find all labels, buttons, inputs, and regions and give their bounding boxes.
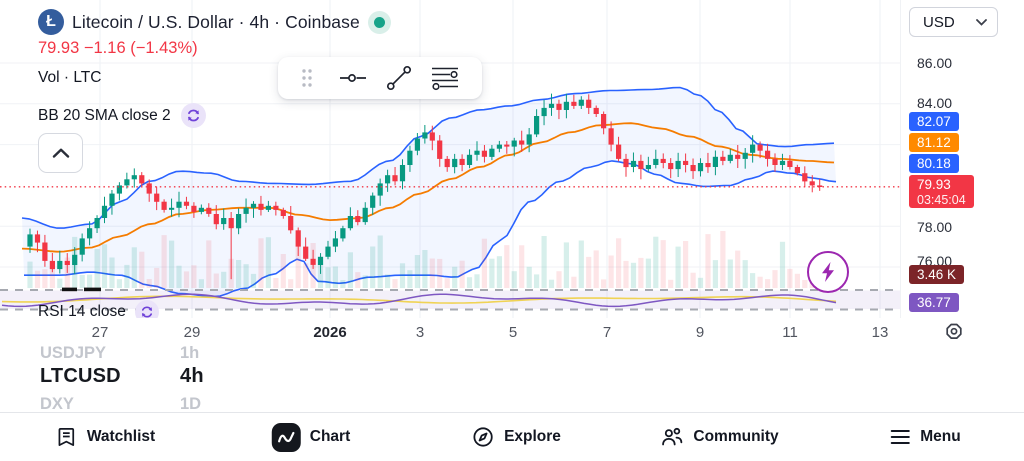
nav-menu-label: Menu [920, 428, 961, 445]
time-axis-label: 9 [695, 324, 705, 341]
horizontal-line-tool-icon[interactable] [334, 61, 372, 95]
price-badge: 82.07 [909, 112, 959, 131]
nav-community[interactable]: Community [659, 413, 779, 461]
drag-handle-icon[interactable] [288, 61, 326, 95]
price-axis[interactable]: USD 86.00 84.00 78.00 76.00 82.07 81.12 80.18… [900, 0, 1024, 348]
last-price-badge: 79.93 03:45:04 [909, 175, 974, 208]
time-axis-label: 13 [871, 324, 889, 341]
chart-active-icon [271, 422, 301, 452]
nav-chart[interactable]: Chart [271, 413, 351, 461]
chart-toolbar: USDJPY 1h LTCUSD 4h DXY 1D [0, 344, 1024, 414]
time-axis-label: 29 [183, 324, 201, 341]
nav-chart-label: Chart [309, 428, 351, 445]
axis-settings-gear-icon[interactable] [942, 321, 966, 350]
price-badge: 3.46 K [909, 265, 965, 284]
chevron-down-icon [976, 18, 987, 26]
symbol-picker-row-active[interactable]: LTCUSD 4h [40, 365, 204, 388]
time-axis-label: 11 [782, 324, 798, 341]
time-axis-label: 5 [508, 324, 518, 341]
price-badge: 36.77 [909, 293, 959, 312]
rsi-indicator-label[interactable]: RSI 14 close [38, 303, 126, 318]
nav-menu[interactable]: Menu [889, 413, 961, 461]
price-badge: 81.12 [909, 133, 959, 152]
drawing-toolbar[interactable] [278, 57, 482, 99]
instant-trading-button[interactable] [807, 251, 849, 293]
nav-watchlist[interactable]: Watchlist [55, 413, 155, 461]
lightning-icon [822, 262, 834, 282]
symbol-picker-row-prev[interactable]: USDJPY 1h [40, 344, 199, 363]
litecoin-logo: Ł [38, 9, 64, 35]
picker-symbol: USDJPY [40, 344, 107, 362]
price-badge: 80.18 [909, 154, 959, 173]
price-axis-label: 84.00 [917, 95, 953, 111]
bb-indicator-label[interactable]: BB 20 SMA close 2 [38, 106, 171, 124]
price-change: 79.93 −1.16 (−1.43%) [38, 39, 198, 57]
time-axis[interactable]: 27 29 2026 3 5 7 9 11 13 [0, 318, 1024, 348]
market-open-icon [367, 10, 391, 34]
menu-icon [890, 429, 910, 445]
candlestick-chart[interactable] [0, 0, 900, 318]
currency-selector[interactable]: USD [909, 7, 998, 37]
explore-icon [473, 427, 493, 447]
collapse-header-button[interactable] [38, 133, 83, 173]
price-axis-label: 86.00 [917, 55, 953, 71]
picker-interval: 1h [180, 344, 200, 362]
nav-watchlist-label: Watchlist [86, 428, 156, 445]
nav-community-label: Community [693, 428, 779, 445]
nav-explore[interactable]: Explore [471, 413, 561, 461]
watchlist-icon [58, 427, 75, 447]
symbol-title[interactable]: Litecoin / U.S. Dollar · 4h · Coinbase [72, 11, 360, 32]
time-axis-label: 2026 [313, 324, 347, 341]
chevron-up-icon [52, 148, 69, 158]
countdown-timer: 03:45:04 [917, 193, 966, 207]
rsi-sync-icon[interactable] [134, 300, 159, 318]
symbol-header[interactable]: Ł Litecoin / U.S. Dollar · 4h · Coinbase [38, 8, 391, 36]
currency-value: USD [923, 13, 955, 31]
picker-symbol: DXY [40, 395, 74, 413]
bottom-navigation: Watchlist Chart Explore Community Menu [0, 412, 1024, 461]
nav-explore-label: Explore [504, 428, 561, 445]
community-icon [662, 427, 683, 446]
trend-line-tool-icon[interactable] [380, 61, 418, 95]
active-interval: 4h [180, 365, 204, 387]
chart-canvas[interactable]: Ł Litecoin / U.S. Dollar · 4h · Coinbase… [0, 0, 900, 318]
active-symbol: LTCUSD [40, 365, 121, 387]
parallel-channel-tool-icon[interactable] [426, 61, 464, 95]
picker-interval: 1D [180, 395, 202, 413]
time-axis-label: 3 [415, 324, 425, 341]
bb-indicator-row[interactable]: BB 20 SMA close 2 [38, 103, 206, 128]
price-axis-label: 78.00 [917, 219, 953, 235]
volume-indicator-label[interactable]: Vol · LTC [38, 69, 102, 86]
rsi-indicator-row[interactable]: RSI 14 close [38, 300, 159, 318]
time-axis-label: 7 [602, 324, 612, 341]
symbol-picker-row-next[interactable]: DXY 1D [40, 395, 201, 414]
time-axis-label: 27 [91, 324, 109, 341]
bb-sync-icon[interactable] [180, 103, 206, 128]
